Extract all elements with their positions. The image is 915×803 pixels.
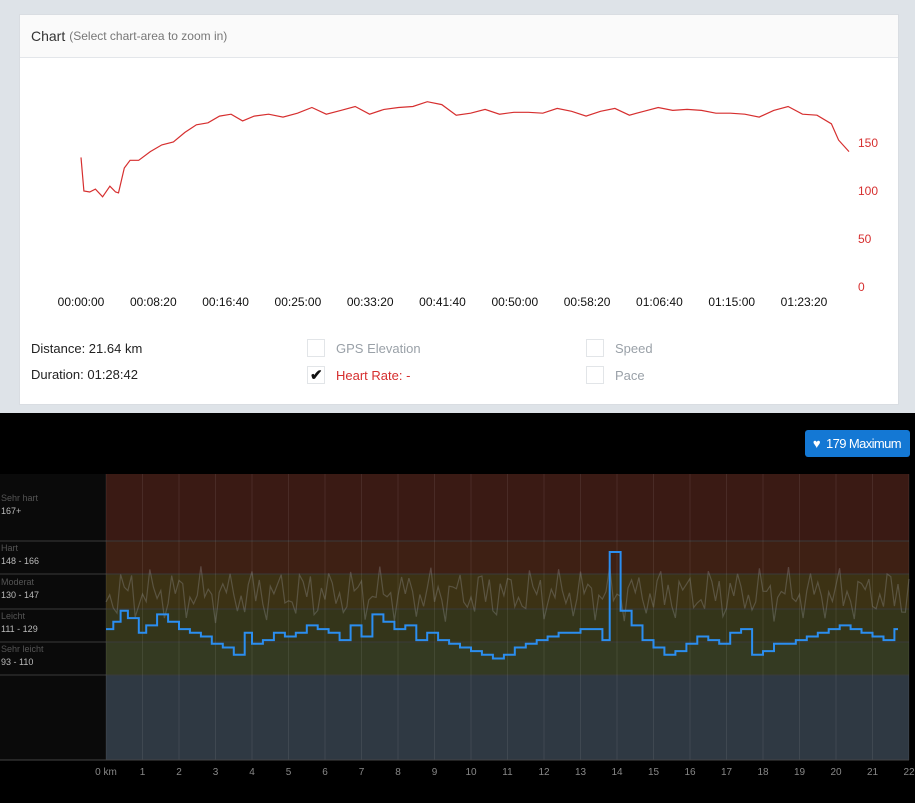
zone-band <box>106 609 909 642</box>
zone-chart-panel: Sehr hart 167+ Hart 148 - 166 Moderat 130 - 1… <box>0 413 915 803</box>
gps-elevation-toggle[interactable]: GPS Elevation <box>307 339 421 357</box>
x-tick-label: 00:50:00 <box>491 295 538 309</box>
zone-name-label: Hart <box>1 543 19 553</box>
gps-elevation-label: GPS Elevation <box>336 340 421 356</box>
y-tick-label: 100 <box>858 184 878 198</box>
pace-checkbox[interactable] <box>586 366 604 384</box>
km-tick-label: 5 <box>286 767 292 778</box>
km-tick-label: 11 <box>502 767 513 778</box>
heart-icon: ♥ <box>812 436 821 451</box>
pace-label: Pace <box>615 367 645 383</box>
heart-rate-toggle[interactable]: ✔ Heart Rate: - <box>307 366 410 384</box>
heart-rate-checkbox[interactable]: ✔ <box>307 366 325 384</box>
x-tick-label: 00:08:20 <box>130 295 177 309</box>
duration-stat: Duration: 01:28:42 <box>31 367 138 382</box>
km-tick-label: 6 <box>322 767 328 778</box>
km-tick-label: 1 <box>140 767 146 778</box>
raw-heart-rate-trace <box>105 566 910 624</box>
distance-stat: Distance: 21.64 km <box>31 341 143 356</box>
y-tick-label: 0 <box>858 280 865 294</box>
zone-band <box>106 541 909 574</box>
zone-range-label: 167+ <box>1 506 21 516</box>
max-heart-rate-badge[interactable]: ♥ 179 Maximum <box>804 430 910 457</box>
km-tick-label: 17 <box>721 767 733 778</box>
km-tick-label: 4 <box>249 767 255 778</box>
km-tick-label: 2 <box>176 767 182 778</box>
x-tick-label: 00:41:40 <box>419 295 466 309</box>
km-tick-label: 8 <box>395 767 401 778</box>
km-tick-label: 22 <box>903 767 915 778</box>
max-heart-rate-label: 179 Maximum <box>825 436 902 451</box>
km-tick-label: 14 <box>611 767 623 778</box>
km-tick-label: 16 <box>684 767 696 778</box>
zone-name-label: Moderat <box>1 577 35 587</box>
heart-rate-label: Heart Rate: - <box>336 367 411 383</box>
km-tick-label: 21 <box>867 767 879 778</box>
chart-panel: Chart (Select chart-area to zoom in) 00:… <box>19 14 899 405</box>
zone-name-label: Sehr hart <box>1 493 39 503</box>
km-tick-label: 0 km <box>95 767 117 778</box>
y-tick-label: 150 <box>858 136 878 150</box>
x-tick-label: 00:00:00 <box>58 295 105 309</box>
panel-title: Chart <box>31 28 66 44</box>
x-tick-label: 01:15:00 <box>708 295 755 309</box>
panel-hint: (Select chart-area to zoom in) <box>69 29 228 43</box>
zone-band <box>106 675 909 760</box>
km-tick-label: 15 <box>648 767 660 778</box>
zone-band <box>106 574 909 609</box>
gps-elevation-checkbox[interactable] <box>307 339 325 357</box>
zone-range-label: 130 - 147 <box>1 590 39 600</box>
km-tick-label: 10 <box>465 767 477 778</box>
zone-range-label: 111 - 129 <box>1 624 38 634</box>
x-tick-label: 00:33:20 <box>347 295 394 309</box>
km-tick-label: 7 <box>359 767 365 778</box>
x-tick-label: 01:23:20 <box>781 295 828 309</box>
km-tick-label: 13 <box>575 767 587 778</box>
stats: Distance: 21.64 km Duration: 01:28:42 <box>31 341 142 393</box>
x-tick-label: 00:25:00 <box>275 295 322 309</box>
zone-band <box>106 642 909 675</box>
zone-name-label: Leicht <box>1 611 26 621</box>
zone-band <box>106 474 909 541</box>
speed-checkbox[interactable] <box>586 339 604 357</box>
x-tick-label: 01:06:40 <box>636 295 683 309</box>
zone-range-label: 93 - 110 <box>1 657 33 667</box>
speed-toggle[interactable]: Speed <box>586 339 653 357</box>
y-tick-label: 50 <box>858 232 872 246</box>
km-tick-label: 20 <box>830 767 842 778</box>
zone-label-column <box>0 474 106 760</box>
average-heart-rate-line <box>106 551 898 660</box>
km-tick-label: 18 <box>757 767 769 778</box>
pace-toggle[interactable]: Pace <box>586 366 645 384</box>
x-tick-label: 00:58:20 <box>564 295 611 309</box>
speed-label: Speed <box>615 340 653 356</box>
heart-rate-zone-chart[interactable]: Sehr hart 167+ Hart 148 - 166 Moderat 130 - 1… <box>0 413 915 803</box>
x-tick-label: 00:16:40 <box>202 295 249 309</box>
km-tick-label: 9 <box>432 767 438 778</box>
chart-panel-header: Chart (Select chart-area to zoom in) <box>20 15 898 58</box>
heart-rate-chart[interactable]: 00:00:00 00:08:20 00:16:40 00:25:00 00:33:20… <box>20 58 898 320</box>
zone-range-label: 148 - 166 <box>1 556 39 566</box>
km-tick-label: 3 <box>213 767 219 778</box>
km-tick-label: 12 <box>538 767 550 778</box>
checkmark-icon: ✔ <box>310 367 323 384</box>
km-tick-label: 19 <box>794 767 806 778</box>
zone-name-label: Sehr leicht <box>1 644 44 654</box>
heart-rate-line <box>80 101 850 198</box>
